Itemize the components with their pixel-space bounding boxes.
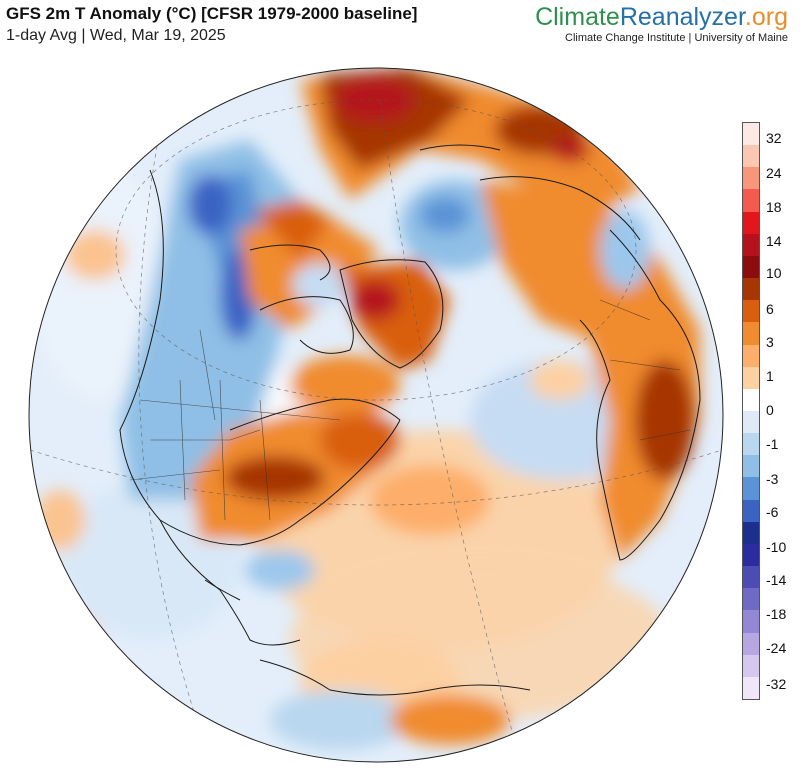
legend-tick-label: -32 <box>766 676 787 692</box>
legend-tick-label: -24 <box>766 640 787 656</box>
brand-block: ClimateReanalyzer.org Climate Change Ins… <box>535 2 788 44</box>
coastline-layer <box>119 144 701 696</box>
legend-tick-label: -6 <box>766 504 779 520</box>
legend-swatch <box>743 543 759 567</box>
legend-tick-label: 14 <box>766 233 782 249</box>
legend-swatch <box>743 233 759 257</box>
legend-tick-label: 1 <box>766 368 774 384</box>
legend-swatch <box>743 300 759 323</box>
legend-swatch <box>743 145 759 168</box>
legend-swatch <box>743 676 759 700</box>
globe-outline <box>28 67 724 763</box>
brand-affiliation: Climate Change Institute | University of… <box>565 32 788 44</box>
legend-swatch <box>743 255 759 279</box>
legend-swatch <box>743 278 759 301</box>
legend-swatch <box>743 189 759 213</box>
legend-tick-label: -14 <box>766 572 787 588</box>
legend-tick-label: 32 <box>766 130 782 146</box>
political-borders-layer <box>129 299 691 521</box>
legend-swatch <box>743 632 759 656</box>
legend-swatch <box>743 588 759 611</box>
legend-tick-label: -1 <box>766 436 779 452</box>
legend-swatch <box>743 499 759 523</box>
map-title: GFS 2m T Anomaly (°C) [CFSR 1979-2000 ba… <box>6 4 418 23</box>
legend-tick-label: 6 <box>766 301 774 317</box>
legend-swatch <box>743 411 759 434</box>
legend-swatch <box>743 566 759 589</box>
globe-fill <box>29 68 723 762</box>
legend-swatch <box>743 433 759 456</box>
legend-tick-label: -18 <box>766 606 787 622</box>
brand-logo-part2: Reanalyzer <box>619 3 745 31</box>
map-subtitle: 1-day Avg | Wed, Mar 19, 2025 <box>6 27 226 44</box>
legend-swatch <box>743 344 759 368</box>
color-scale-bar <box>742 122 760 700</box>
legend-tick-label: 10 <box>766 265 782 281</box>
legend-swatch <box>743 388 759 412</box>
graticule-layer <box>29 99 723 761</box>
legend-swatch <box>743 654 759 678</box>
brand-logo-part3: .org <box>744 3 788 31</box>
legend-swatch <box>743 167 759 190</box>
brand-logo-part1: Climate <box>535 3 620 31</box>
legend-swatch <box>743 366 759 390</box>
legend-tick-label: 3 <box>766 334 774 350</box>
legend-tick-label: 0 <box>766 402 774 418</box>
legend-swatch <box>743 123 759 146</box>
legend-tick-label: -3 <box>766 471 779 487</box>
legend-swatch <box>743 211 759 235</box>
legend-swatch <box>743 477 759 501</box>
legend-tick-label: -10 <box>766 539 787 555</box>
legend-tick-label: 24 <box>766 165 782 181</box>
legend-swatch <box>743 610 759 634</box>
legend-swatch <box>743 322 759 346</box>
legend-tick-label: 18 <box>766 199 782 215</box>
legend-swatch <box>743 521 759 545</box>
legend-swatch <box>743 455 759 478</box>
brand-logo[interactable]: ClimateReanalyzer.org <box>535 2 788 32</box>
